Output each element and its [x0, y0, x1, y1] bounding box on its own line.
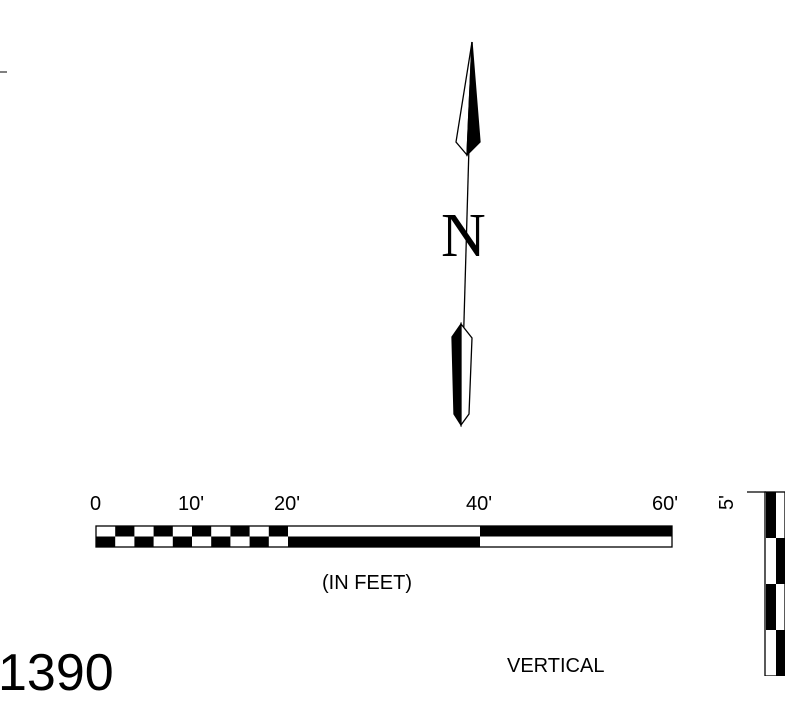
vertical-scale-tick-label: 5'	[716, 495, 738, 510]
scale-tick-label: 10'	[178, 493, 205, 515]
scale-checker-segment	[172, 536, 192, 547]
scale-checker-segment	[96, 536, 116, 547]
vertical-scale-bar	[747, 491, 785, 676]
scale-tick-label: 0	[90, 493, 102, 515]
vertical-seg-2	[776, 538, 785, 584]
vertical-seg-3	[766, 584, 776, 630]
north-arrow	[451, 41, 481, 428]
vertical-seg-1	[766, 492, 776, 538]
scale-checker-segment	[192, 526, 212, 537]
scale-tick-label: 40'	[466, 493, 493, 515]
scale-unit-label: (IN FEET)	[322, 572, 412, 594]
tail-feather-white	[460, 322, 473, 427]
scale-checker-segment	[115, 526, 135, 537]
scale-segment-40-60	[480, 526, 672, 537]
scale-tick-label: 20'	[274, 493, 301, 515]
partial-number: 1390	[0, 644, 114, 702]
north-arrowhead-black	[466, 41, 481, 157]
scale-segment-20-40	[288, 536, 480, 547]
vertical-caption: VERTICAL	[507, 655, 605, 677]
scale-checker-segment	[134, 536, 154, 547]
scale-checker-segment	[249, 536, 269, 547]
scale-checker-segment	[153, 526, 173, 537]
north-letter: N	[441, 202, 486, 270]
scale-checker-segment	[211, 536, 231, 547]
horizontal-scale-bar	[95, 525, 673, 548]
scale-checker-segment	[268, 526, 288, 537]
scale-checker-segment	[230, 526, 250, 537]
scale-tick-label: 60'	[652, 493, 679, 515]
vertical-seg-4	[776, 630, 785, 676]
corner-mark	[0, 71, 7, 73]
